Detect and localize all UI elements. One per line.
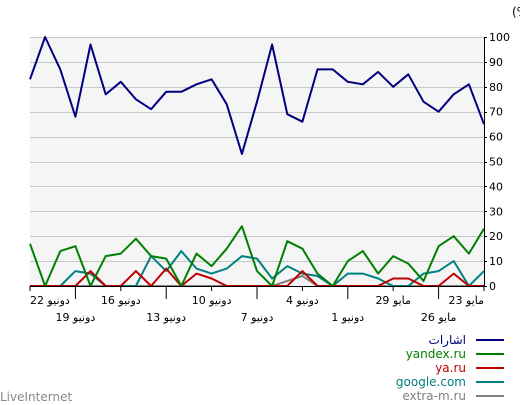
y-tick-label: 40 xyxy=(489,180,503,193)
y-tick-label: 100 xyxy=(489,31,510,44)
x-tick-label: 22 دونيو xyxy=(30,294,70,307)
y-tick-label: 30 xyxy=(489,205,503,218)
y-tick-label: 20 xyxy=(489,230,503,243)
gridlines xyxy=(30,37,484,262)
y-tick-label: 90 xyxy=(489,56,503,69)
series-line-yandex-ru xyxy=(29,225,485,287)
x-tick-label: 7 دونيو xyxy=(241,311,274,324)
x-tick-label: 19 دونيو xyxy=(56,311,96,324)
legend-label: google.com xyxy=(396,375,466,389)
watermark-text: LiveInternet xyxy=(0,390,72,404)
chart-title: الحصه(%) xyxy=(512,5,520,19)
y-tick-label: 10 xyxy=(489,255,503,268)
x-tick-label: 16 دونيو xyxy=(101,294,141,307)
x-tick-label: 26 مايو xyxy=(421,311,457,324)
x-axis-ticks: 22 دونيو 16 دونيو 10 دونيو 4 دونيو 29 مايو 23… xyxy=(29,286,485,324)
x-tick-label: 4 دونيو xyxy=(286,294,319,307)
x-tick-label: 23 مايو xyxy=(449,294,485,307)
y-tick-label: 80 xyxy=(489,81,503,94)
y-axis-ticks: 0 10 20 30 40 50 60 70 80 90 100 xyxy=(484,31,510,293)
legend-label: ya.ru xyxy=(435,361,466,375)
x-tick-label: 1 دونيو xyxy=(331,311,364,324)
y-tick-label: 50 xyxy=(489,156,503,169)
legend-label: yandex.ru xyxy=(406,347,466,361)
y-tick-label: 60 xyxy=(489,131,503,144)
plot-area xyxy=(30,37,484,286)
series-line-- xyxy=(29,36,485,155)
legend-label: extra-m.ru xyxy=(402,389,466,403)
legend-label: اشارات xyxy=(429,333,466,348)
x-tick-label: 10 دونيو xyxy=(192,294,232,307)
x-tick-label: 29 مايو xyxy=(375,294,411,307)
y-tick-label: 0 xyxy=(489,280,496,293)
y-tick-label: 70 xyxy=(489,106,503,119)
x-tick-label: 13 دونيو xyxy=(146,311,186,324)
